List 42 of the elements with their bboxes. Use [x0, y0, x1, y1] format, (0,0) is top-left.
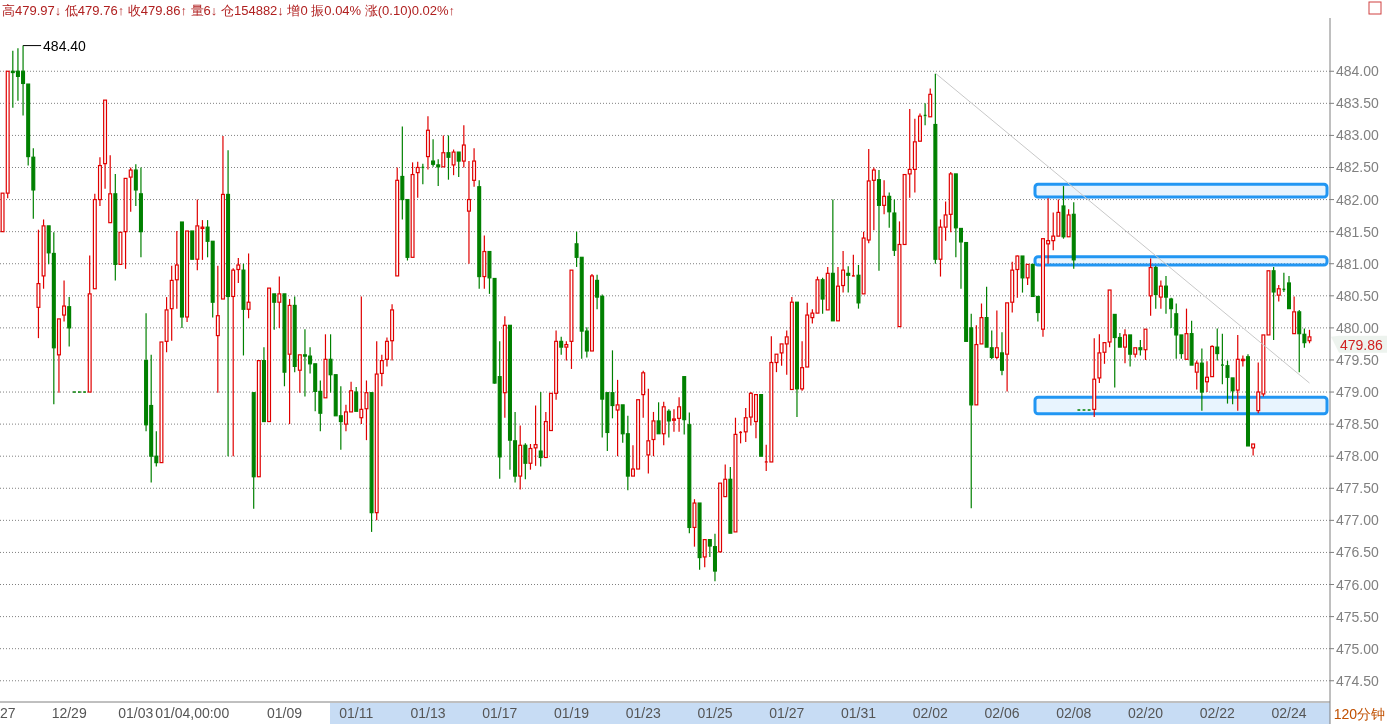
x-tick-label: 01/17 — [482, 705, 518, 721]
x-tick-label: 01/27 — [769, 705, 805, 721]
y-tick-label: 478.50 — [1336, 416, 1380, 433]
y-tick-label: 484.00 — [1336, 63, 1380, 80]
x-tick-label: 01/04,00:00 — [155, 705, 230, 721]
y-tick-label: 476.00 — [1336, 576, 1380, 593]
annotation: 484.40 — [43, 37, 87, 54]
x-tick-label: 01/25 — [697, 705, 733, 721]
y-tick-label: 482.00 — [1336, 191, 1380, 208]
x-tick-label: 12/29 — [51, 705, 87, 721]
x-tick-label: 01/31 — [840, 705, 877, 721]
y-tick-label: 483.00 — [1336, 127, 1380, 144]
y-tick-label: 475.00 — [1336, 640, 1380, 657]
y-tick-label: 481.00 — [1336, 255, 1380, 272]
y-tick-label: 476.50 — [1336, 544, 1380, 561]
x-tick-label: 01/19 — [553, 705, 590, 721]
x-tick-label: 02/06 — [984, 705, 1020, 721]
x-tick-label: 27 — [0, 705, 16, 721]
y-tick-label: 482.50 — [1336, 159, 1380, 176]
y-tick-label: 477.00 — [1336, 512, 1380, 529]
x-tick-label: 01/23 — [625, 705, 661, 721]
y-tick-label: 475.50 — [1336, 608, 1380, 625]
y-tick-label: 483.50 — [1336, 95, 1380, 112]
x-tick-label: 02/24 — [1271, 705, 1307, 721]
text: 120分钟 — [1333, 706, 1385, 722]
y-tick-label: 479.00 — [1336, 384, 1380, 401]
x-tick-label: 02/20 — [1127, 705, 1164, 721]
y-tick-label: 480.50 — [1336, 287, 1380, 304]
x-tick-label: 01/13 — [410, 705, 446, 721]
x-tick-label: 01/03 — [118, 705, 154, 721]
x-tick-label: 01/09 — [266, 705, 303, 721]
y-tick-label: 479.50 — [1336, 351, 1380, 368]
chart-title: 高479.97↓ 低479.76↑ 收479.86↑ 量6↓ 仓154882↓ 增0 振0.04% 涨(0.10)0.02%↑ — [2, 3, 456, 18]
x-tick-label: 02/02 — [912, 705, 948, 721]
y-tick-label: 477.50 — [1336, 480, 1380, 497]
y-tick-label: 481.50 — [1336, 223, 1380, 240]
x-tick-label: 02/08 — [1056, 705, 1092, 721]
x-tick-label: 02/22 — [1199, 705, 1235, 721]
y-tick-label: 480.00 — [1336, 319, 1380, 336]
y-tick-label: 474.50 — [1336, 672, 1380, 689]
y-tick-label: 478.00 — [1336, 448, 1380, 465]
x-tick-label: 01/11 — [339, 705, 374, 721]
